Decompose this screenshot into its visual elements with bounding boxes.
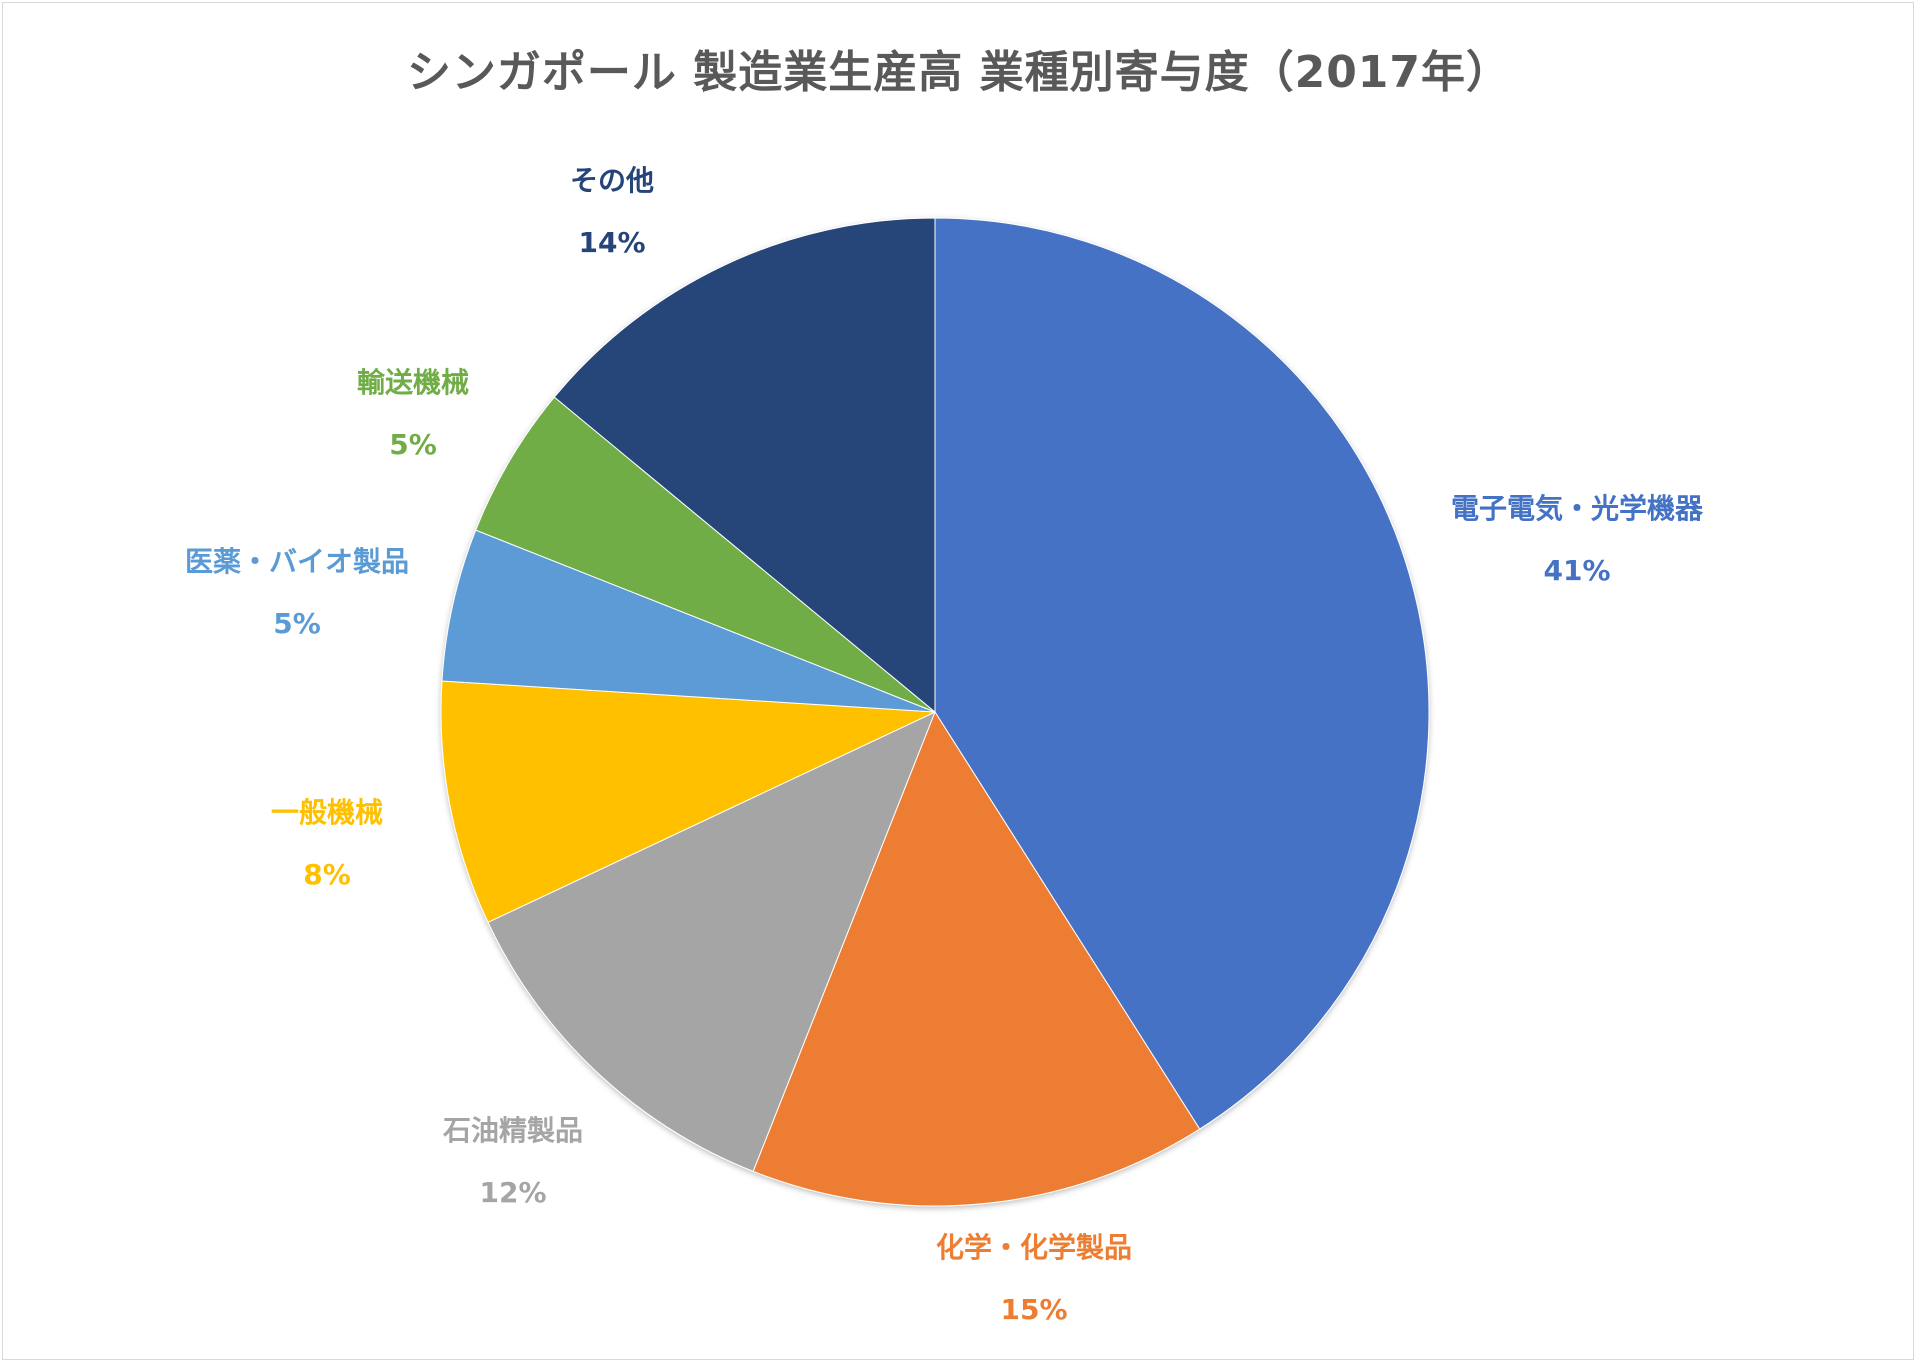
pie-slice: [475, 396, 936, 713]
slice-name-label: 一般機械: [271, 796, 383, 829]
data-labels: 電子電気・光学機器 41% 化学・化学製品 15% 石油精製品 12% 一般機械 8% 医薬・バ…: [185, 164, 1704, 1326]
slice-value-label: 41%: [1543, 554, 1610, 587]
slice-name-label: 化学・化学製品: [936, 1231, 1132, 1264]
slice-value-label: 5%: [389, 428, 437, 461]
pie-slices: [440, 217, 1430, 1207]
slice-name-label: 医薬・バイオ製品: [185, 545, 409, 578]
pie-slice: [440, 680, 936, 923]
slice-value-label: 5%: [273, 607, 321, 640]
slice-name-label: その他: [570, 164, 654, 197]
pie-slice: [441, 529, 936, 713]
slice-value-label: 14%: [578, 226, 645, 259]
pie-slice: [487, 711, 936, 1172]
slice-value-label: 8%: [303, 858, 351, 891]
pie-slice: [752, 710, 1201, 1207]
slice-value-label: 12%: [479, 1176, 546, 1209]
slice-name-label: 電子電気・光学機器: [1451, 492, 1704, 525]
slice-name-label: 石油精製品: [442, 1114, 583, 1147]
slice-name-label: 輸送機械: [357, 366, 469, 399]
pie-slice: [934, 217, 1430, 1130]
chart-title: シンガポール 製造業生産高 業種別寄与度（2017年）: [406, 47, 1512, 98]
pie-slice: [553, 217, 936, 714]
slice-value-label: 15%: [1000, 1293, 1067, 1326]
